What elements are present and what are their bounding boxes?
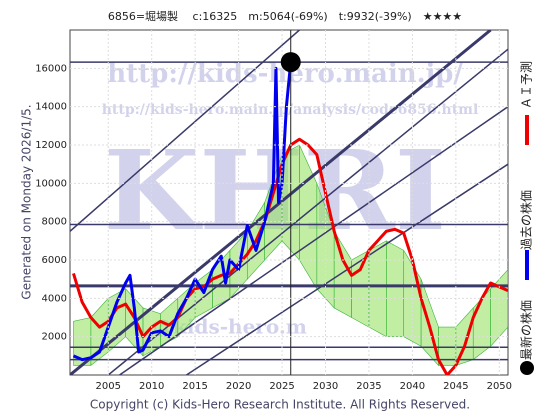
x-tick-label: 2010 bbox=[139, 381, 164, 392]
latest-point bbox=[280, 52, 301, 73]
y-tick-label: 10000 bbox=[35, 178, 67, 189]
legend-label: ＡＩ予測 bbox=[520, 61, 534, 109]
legend-label: 最新の株価 bbox=[519, 300, 534, 360]
chart-title: 6856=堀場製 c:16325 m:5064(-69%) t:9932(-39… bbox=[108, 9, 462, 23]
y-tick-label: 2000 bbox=[42, 332, 67, 343]
generated-label: Generated on Monday 2026/1/5. bbox=[20, 104, 34, 299]
x-tick-label: 2045 bbox=[443, 381, 468, 392]
legend-swatch bbox=[520, 361, 534, 375]
y-tick-label: 14000 bbox=[35, 102, 67, 113]
trend-line bbox=[70, 30, 492, 375]
trend-line bbox=[119, 106, 508, 375]
y-tick-label: 8000 bbox=[42, 217, 67, 228]
x-tick-label: 2015 bbox=[182, 381, 207, 392]
forecast-band bbox=[386, 240, 405, 337]
copyright: Copyright (c) Kids-Hero Research Institu… bbox=[90, 398, 470, 412]
x-tick-label: 2050 bbox=[487, 381, 512, 392]
y-tick-label: 16000 bbox=[35, 63, 67, 74]
y-tick-label: 4000 bbox=[42, 293, 67, 304]
legend-label: 過去の株価 bbox=[519, 190, 534, 250]
x-tick-label: 2030 bbox=[313, 381, 338, 392]
series-line bbox=[72, 61, 293, 362]
watermark: http://kids-hero.main.jp/analysis/code68… bbox=[102, 102, 479, 118]
plot-content: http://kids-hero.main.jp/http://kids-her… bbox=[70, 30, 508, 375]
y-tick-label: 6000 bbox=[42, 255, 67, 266]
x-tick-label: 2035 bbox=[356, 381, 381, 392]
y-tick-label: 12000 bbox=[35, 140, 67, 151]
x-tick-label: 2025 bbox=[269, 381, 294, 392]
x-tick-label: 2040 bbox=[400, 381, 425, 392]
x-tick-label: 2020 bbox=[226, 381, 251, 392]
x-tick-label: 2005 bbox=[96, 381, 121, 392]
trend-line bbox=[70, 30, 300, 232]
forecast-band bbox=[368, 240, 387, 338]
